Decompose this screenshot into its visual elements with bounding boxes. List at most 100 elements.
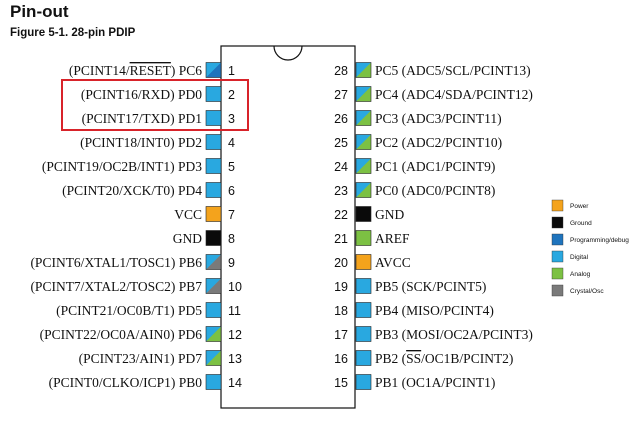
pin-marker-15 (355, 374, 372, 390)
legend-label-programming: Programming/debug (570, 237, 629, 244)
pin-number-21: 21 (334, 232, 348, 246)
left-pin-label-5: (PCINT19/OC2B/INT1) PD3 (42, 159, 202, 174)
pin-number-18: 18 (334, 304, 348, 318)
pin-marker-18-border (355, 302, 372, 318)
left-pin-group: (PCINT14/RESET) PC6 1 (PCINT16/RXD) PD0 2 (P… (30, 62, 242, 390)
legend-label-ground: Ground (570, 220, 592, 227)
pin-marker-26 (355, 110, 372, 126)
right-pin-label-26: PC3 (ADC3/PCINT11) (375, 111, 502, 126)
pin-marker-5-border (205, 158, 222, 174)
chip-notch (273, 45, 303, 61)
pin-marker-19 (355, 278, 372, 294)
left-pin-label-10: (PCINT7/XTAL2/TOSC2) PB7 (30, 279, 202, 294)
pin-marker-2-fill (206, 86, 221, 102)
legend-swatch-programming (551, 233, 564, 246)
pin-marker-27 (355, 86, 372, 102)
pin-marker-26-split (356, 110, 371, 126)
pin-number-27: 27 (334, 88, 348, 102)
pin-marker-23-border (355, 182, 372, 198)
legend: Power Ground Programming/debug Digital Analo… (551, 199, 629, 297)
pin-number-14: 14 (228, 376, 242, 390)
pin-number-6: 6 (228, 184, 235, 198)
pin-number-13: 13 (228, 352, 242, 366)
pin-marker-14 (205, 374, 222, 390)
pin-marker-13-border (205, 350, 222, 366)
pin-marker-16-fill (356, 350, 371, 366)
right-pin-label-27: PC4 (ADC4/SDA/PCINT12) (375, 87, 533, 102)
pin-number-15: 15 (334, 376, 348, 390)
page-title: Pin-out (10, 2, 69, 21)
legend-label-power: Power (570, 203, 589, 210)
pin-marker-11-fill (206, 302, 221, 318)
pin-number-16: 16 (334, 352, 348, 366)
pin-marker-20-fill (356, 254, 371, 270)
pin-marker-11 (205, 302, 222, 318)
pin-number-7: 7 (228, 208, 235, 222)
pin-marker-14-border (205, 374, 222, 390)
pin-marker-10-split (206, 278, 221, 294)
pin-marker-15-fill (356, 374, 371, 390)
pin-marker-27-border (355, 86, 372, 102)
pin-marker-23-split (356, 182, 371, 198)
pin-number-23: 23 (334, 184, 348, 198)
pin-marker-2-border (205, 86, 222, 102)
pin-marker-13-split (206, 350, 221, 366)
legend-swatch-analog (551, 267, 564, 280)
pin-marker-13 (205, 350, 222, 366)
legend-label-crystal: Crystal/Osc (570, 288, 604, 295)
left-pin-label-9: (PCINT6/XTAL1/TOSC1) PB6 (30, 255, 202, 270)
pin-marker-16-border (355, 350, 372, 366)
pin-marker-9 (205, 254, 222, 270)
pin-marker-19-fill (356, 278, 371, 294)
right-pin-label-15: PB1 (OC1A/PCINT1) (375, 375, 495, 390)
pin-marker-26-border (355, 110, 372, 126)
pin-marker-27-split (356, 86, 371, 102)
pin-marker-28-split (356, 62, 371, 78)
left-pin-label-6: (PCINT20/XCK/T0) PD4 (62, 183, 202, 198)
figure-caption: Figure 5-1. 28-pin PDIP (10, 27, 136, 39)
left-pin-label-13: (PCINT23/AIN1) PD7 (79, 351, 203, 366)
pin-marker-18 (355, 302, 372, 318)
pin-marker-7 (205, 206, 222, 222)
pin-marker-4-border (205, 134, 222, 150)
left-pin-label-4: (PCINT18/INT0) PD2 (80, 135, 202, 150)
legend-swatch-power (551, 199, 564, 212)
pin-marker-8 (205, 230, 222, 246)
pin-number-1: 1 (228, 64, 235, 78)
right-pin-group: 28 PC5 (ADC5/SCL/PCINT13) 27 PC4 (ADC4/SDA/… (334, 62, 533, 390)
pin-marker-4 (205, 134, 222, 150)
pin-number-3: 3 (228, 112, 235, 126)
right-pin-label-18: PB4 (MISO/PCINT4) (375, 303, 494, 318)
pin-marker-24-split (356, 158, 371, 174)
pin-marker-20 (355, 254, 372, 270)
right-pin-label-23: PC0 (ADC0/PCINT8) (375, 183, 495, 198)
right-pin-label-20: AVCC (375, 255, 411, 270)
pin-marker-5 (205, 158, 222, 174)
pin-marker-21 (355, 230, 372, 246)
pin-marker-12-border (205, 326, 222, 342)
pin-number-25: 25 (334, 136, 348, 150)
pin-marker-4-fill (206, 134, 221, 150)
chip-body (220, 45, 356, 409)
right-pin-label-22: GND (375, 207, 404, 222)
pin-marker-7-fill (206, 206, 221, 222)
legend-swatch-crystal (551, 284, 564, 297)
pin-number-4: 4 (228, 136, 235, 150)
pin-number-26: 26 (334, 112, 348, 126)
pin-number-12: 12 (228, 328, 242, 342)
left-pin-label-8: GND (173, 231, 202, 246)
pin-marker-2 (205, 86, 222, 102)
pin-marker-21-fill (356, 230, 371, 246)
pin-marker-21-border (355, 230, 372, 246)
pin-number-22: 22 (334, 208, 348, 222)
pin-marker-14-fill (206, 374, 221, 390)
right-pin-label-19: PB5 (SCK/PCINT5) (375, 279, 486, 294)
legend-swatch-digital (551, 250, 564, 263)
pin-number-19: 19 (334, 280, 348, 294)
pin-marker-28-border (355, 62, 372, 78)
pin-marker-7-border (205, 206, 222, 222)
pin-marker-17-border (355, 326, 372, 342)
legend-swatch-ground (551, 216, 564, 229)
highlight-box (61, 79, 249, 131)
